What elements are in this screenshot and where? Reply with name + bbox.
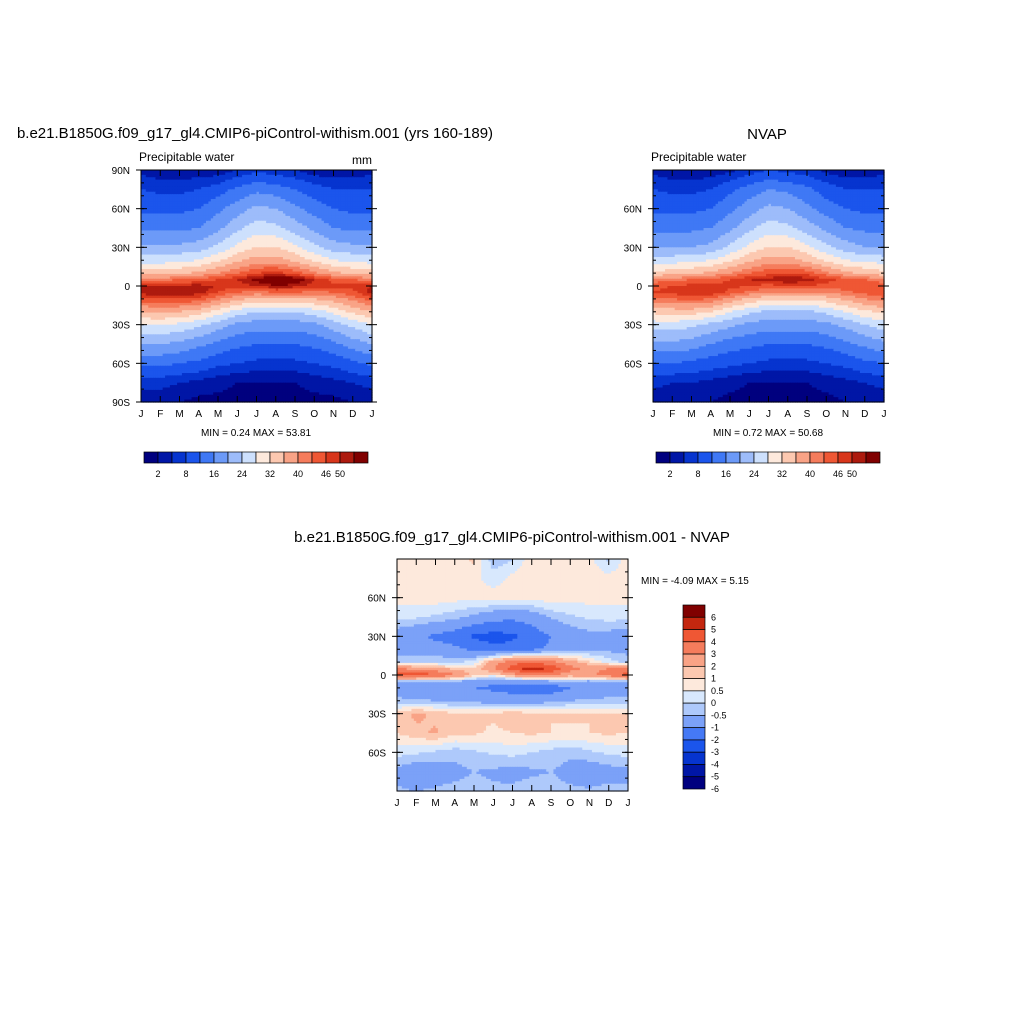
- model-field-plot: [141, 170, 373, 403]
- model-panel-title: b.e21.B1850G.f09_g17_gl4.CMIP6-piControl…: [17, 125, 493, 142]
- model-panel: b.e21.B1850G.f09_g17_gl4.CMIP6-piControl…: [17, 125, 493, 479]
- model-panel-subtitle: Precipitable water: [139, 150, 234, 164]
- model-panel-units: mm: [352, 153, 372, 167]
